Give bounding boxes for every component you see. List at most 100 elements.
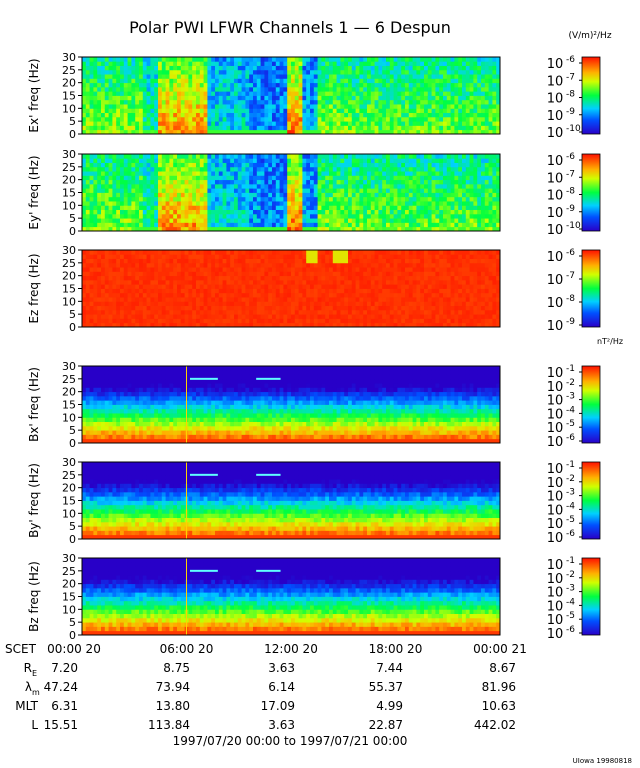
- spectrogram-cell: [192, 69, 197, 75]
- spectrogram-cell: [351, 209, 356, 215]
- spectrogram-cell: [123, 318, 128, 324]
- spectrogram-cell: [488, 69, 493, 75]
- spectrogram-cell: [325, 175, 330, 181]
- spectrogram-cell: [237, 250, 242, 255]
- spectrogram-cell: [177, 121, 182, 126]
- spectrogram-cell: [484, 78, 489, 84]
- spectrogram-cell: [291, 91, 296, 96]
- spectrogram-cell: [177, 78, 182, 84]
- spectrogram-cell: [161, 250, 166, 255]
- spectrogram-cell: [264, 201, 269, 206]
- spectrogram-cell: [291, 86, 296, 92]
- spectrogram-cell: [245, 65, 250, 71]
- spectrogram-cell: [154, 292, 159, 298]
- spectrogram-cell: [120, 158, 125, 163]
- spectrogram-cell: [135, 179, 140, 185]
- spectrogram-cell: [465, 82, 470, 88]
- spectrogram-cell: [351, 74, 356, 79]
- spectrogram-cell: [131, 218, 136, 223]
- spectrogram-cell: [146, 226, 151, 232]
- spectrogram-cell: [450, 222, 455, 228]
- spectrogram-cell: [275, 284, 280, 289]
- spectrogram-cell: [279, 309, 284, 315]
- spectrogram-cell: [222, 57, 227, 62]
- spectrogram-cell: [93, 116, 98, 122]
- spectrogram-cell: [275, 201, 280, 206]
- spectrogram-cell: [82, 222, 87, 228]
- spectrogram-cell: [355, 209, 360, 215]
- spectrogram-cell: [359, 222, 364, 228]
- spectrogram-cell: [465, 65, 470, 71]
- spectrogram-cell: [150, 116, 155, 122]
- spectrogram-cell: [367, 218, 372, 223]
- spectrogram-cell: [264, 284, 269, 289]
- spectrogram-cell: [408, 179, 413, 185]
- spectrogram-cell: [405, 108, 410, 114]
- spectrogram-cell: [112, 166, 117, 172]
- spectrogram-cell: [169, 314, 174, 319]
- spectrogram-cell: [120, 288, 125, 294]
- spectrogram-cell: [249, 318, 254, 324]
- spectrogram-cell: [359, 74, 364, 79]
- spectrogram-cell: [184, 188, 189, 193]
- spectrogram-cell: [321, 104, 326, 109]
- spectrogram-cell: [359, 205, 364, 211]
- spectrogram-cell: [481, 69, 486, 75]
- spectrogram-cell: [481, 218, 486, 223]
- spectrogram-cell: [310, 121, 315, 126]
- spectrogram-cell: [363, 171, 368, 176]
- spectrogram-cell: [226, 104, 231, 109]
- spectrogram-cell: [108, 254, 113, 259]
- spectrogram-cell: [408, 175, 413, 181]
- spectrogram-cell: [275, 297, 280, 302]
- spectrogram-cell: [120, 279, 125, 285]
- spectrogram-cell: [275, 78, 280, 84]
- spectrogram-cell: [481, 86, 486, 92]
- spectrogram-cell: [268, 275, 273, 281]
- spectrogram-cell: [199, 162, 204, 168]
- spectrogram-cell: [408, 218, 413, 223]
- spectrogram-cell: [82, 322, 87, 328]
- spectrogram-cell: [473, 201, 478, 206]
- spectrogram-cell: [93, 162, 98, 168]
- spectrogram-cell: [492, 95, 497, 101]
- spectrogram-cell: [218, 108, 223, 114]
- spectrogram-cell: [370, 175, 375, 181]
- spectrogram-cell: [241, 222, 246, 228]
- spectrogram-cell: [169, 175, 174, 181]
- spectrogram-cell: [234, 179, 239, 185]
- spectrogram-cell: [203, 162, 208, 168]
- spectrogram-cell: [158, 162, 163, 168]
- spectrogram-cell: [420, 99, 425, 105]
- spectrogram-cell: [237, 322, 242, 328]
- spectrogram-cell: [279, 121, 284, 126]
- spectrogram-cell: [465, 201, 470, 206]
- spectrogram-cell: [161, 104, 166, 109]
- spectrogram-cell: [332, 218, 337, 223]
- spectrogram-cell: [279, 322, 284, 328]
- spectrogram-cell: [446, 78, 451, 84]
- spectrogram-cell: [101, 279, 106, 285]
- spectrogram-cell: [477, 154, 482, 159]
- spectrogram-cell: [93, 65, 98, 71]
- spectrogram-cell: [268, 309, 273, 315]
- spectrogram-cell: [321, 86, 326, 92]
- spectrogram-cell: [142, 254, 147, 259]
- spectrogram-cell: [279, 95, 284, 101]
- spectrogram-cell: [272, 267, 277, 272]
- spectrogram-cell: [291, 196, 296, 202]
- spectrogram-cell: [234, 305, 239, 311]
- spectrogram-cell: [462, 222, 467, 228]
- spectrogram-cell: [158, 78, 163, 84]
- spectrogram-cell: [458, 74, 463, 79]
- spectrogram-cell: [184, 218, 189, 223]
- spectrogram-cell: [127, 314, 132, 319]
- spectrogram-cell: [389, 175, 394, 181]
- spectrogram-cell: [241, 116, 246, 122]
- spectrogram-cell: [104, 322, 109, 328]
- spectrogram-cell: [120, 226, 125, 232]
- spectrogram-cell: [196, 279, 201, 285]
- spectrogram-cell: [332, 209, 337, 215]
- spectrogram-cell: [310, 201, 315, 206]
